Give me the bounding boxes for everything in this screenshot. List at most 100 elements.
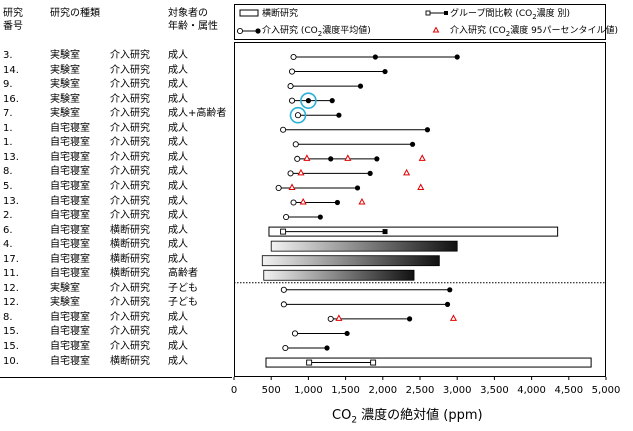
- row-subjects: 成人: [168, 122, 188, 134]
- row-study-no: 2.: [3, 210, 13, 222]
- range-max-marker: [334, 199, 341, 206]
- p95-marker: [335, 314, 343, 321]
- legend-intervention-prefix: 介入研究 (CO: [262, 26, 318, 36]
- row-study-type: 横断研究: [110, 268, 150, 280]
- row-place: 自宅寝室: [50, 341, 90, 352]
- range-max-marker: [336, 112, 342, 118]
- range-min-marker: [288, 68, 296, 75]
- header-study-no: 研究 番号: [3, 7, 23, 33]
- row-place: 自宅寝室: [50, 239, 90, 251]
- row-subjects: 成人: [168, 64, 188, 76]
- row-study-type: 介入研究: [110, 282, 150, 294]
- row-place: 自宅寝室: [50, 355, 90, 367]
- row-subjects: 成人: [168, 311, 188, 323]
- header-subjects-line1: 対象者の: [168, 8, 208, 19]
- row-place: 自宅寝室: [50, 311, 90, 323]
- row-study-no: 15.: [3, 326, 19, 338]
- legend-group-suffix: 濃度 別): [536, 9, 571, 19]
- row-place: 実験室: [50, 50, 80, 61]
- gradient-bar: [263, 269, 415, 281]
- row-subjects: 成人+高齢者: [168, 108, 227, 120]
- row-study-no: 14.: [3, 64, 19, 76]
- range-max-marker: [317, 214, 323, 220]
- row-study-type: 介入研究: [110, 297, 150, 309]
- legend-intervention-filled-marker: [255, 28, 261, 34]
- row-subjects: 成人: [168, 239, 188, 251]
- legend-p95-marker: [432, 26, 440, 33]
- range-min-marker: [287, 83, 294, 90]
- header-study-no-line2: 番号: [3, 21, 23, 32]
- x-tick-label-1500: 1,500: [331, 385, 360, 396]
- row-study-no: 5.: [3, 180, 13, 192]
- range-min-marker: [294, 112, 302, 119]
- row-study-type: 横断研究: [110, 355, 150, 367]
- p95-marker: [418, 154, 426, 161]
- range-max-marker: [406, 316, 413, 322]
- p95-marker: [299, 197, 307, 205]
- row-subjects: 成人: [168, 210, 188, 222]
- row-study-no: 7.: [3, 108, 13, 120]
- range-max-marker: [367, 170, 373, 176]
- row-study-type: 介入研究: [110, 122, 150, 134]
- gradient-bar: [270, 240, 458, 252]
- row-study-type: 介入研究: [110, 137, 150, 149]
- row-place: 自宅寝室: [50, 151, 90, 163]
- x-tick-label-1000: 1,000: [294, 385, 323, 396]
- row-study-no: 1.: [3, 137, 13, 149]
- legend-group-label: グループ間比較 (CO2濃度 別): [450, 8, 570, 23]
- range-mid-marker: [372, 54, 378, 60]
- x-tick-label-4000: 4,000: [517, 385, 546, 396]
- row-study-no: 1.: [3, 122, 13, 134]
- row-study-no: 4.: [3, 239, 13, 251]
- p95-marker: [449, 314, 458, 321]
- row-study-no: 12.: [3, 297, 19, 309]
- row-subjects: 成人: [168, 341, 188, 352]
- legend-intervention-open-marker: [236, 27, 244, 35]
- row-subjects: 子ども: [168, 282, 198, 294]
- x-tick-label-500: 500: [262, 385, 281, 396]
- header-subjects-line2: 年齢・属性: [168, 21, 218, 32]
- row-study-type: 介入研究: [110, 341, 150, 352]
- row-study-type: 介入研究: [110, 166, 150, 178]
- row-study-type: 介入研究: [110, 50, 150, 61]
- row-subjects: 高齢者: [168, 268, 198, 280]
- row-place: 自宅寝室: [50, 210, 90, 222]
- legend-intervention-suffix: 濃度平均値): [322, 26, 371, 36]
- row-subjects: 成人: [168, 180, 188, 192]
- row-study-no: 13.: [3, 195, 19, 207]
- legend-p95-suffix: 濃度 95パーセンタイル値): [510, 26, 619, 36]
- range-min-marker: [290, 53, 297, 61]
- range-min-marker: [294, 155, 301, 162]
- row-study-no: 15.: [3, 341, 19, 352]
- range-min-marker: [288, 97, 296, 104]
- row-place: 自宅寝室: [50, 195, 90, 207]
- row-place: 実験室: [50, 93, 80, 105]
- legend-intervention-label: 介入研究 (CO2濃度平均値): [262, 25, 371, 40]
- plot-frame: [234, 42, 606, 377]
- range-min-marker: [283, 213, 290, 221]
- legend-p95-prefix: 介入研究 (CO: [450, 26, 506, 36]
- range-max-marker: [357, 83, 364, 89]
- range-min-marker: [280, 301, 287, 308]
- x-axis-label: CO2 濃度の絶対値 (ppm): [332, 404, 483, 426]
- header-study-type: 研究の種類: [50, 8, 100, 19]
- x-tick-label-3500: 3,500: [480, 385, 509, 396]
- legend-cross-label: 横断研究: [262, 9, 299, 19]
- legend-p95-label: 介入研究 (CO2濃度 95パーセンタイル値): [450, 25, 618, 40]
- row-study-type: 介入研究: [110, 180, 150, 192]
- p95-marker: [417, 183, 425, 190]
- p95-marker: [288, 183, 296, 190]
- range-min-marker: [275, 184, 282, 191]
- p95-marker: [344, 154, 352, 161]
- x-tick-label-0: 0: [231, 385, 237, 396]
- range-min-marker: [292, 141, 299, 148]
- x-tick-label-2000: 2,000: [368, 385, 397, 396]
- x-tick-label-4500: 4,500: [554, 385, 583, 396]
- range-mid-marker: [305, 98, 311, 104]
- group-min-marker: [306, 359, 313, 366]
- row-study-no: 6.: [3, 224, 13, 236]
- row-subjects: 成人: [168, 166, 188, 178]
- cross-sectional-bar: [265, 357, 592, 368]
- range-max-marker: [382, 68, 388, 75]
